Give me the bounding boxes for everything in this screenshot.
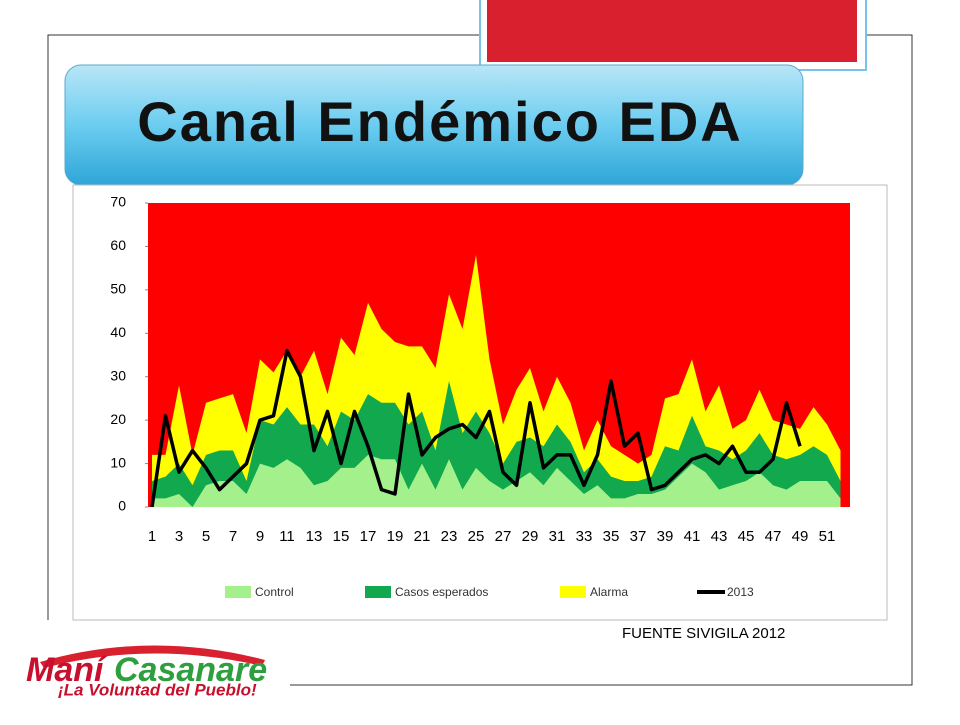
x-tick-label: 41 bbox=[684, 528, 701, 545]
x-tick-label: 3 bbox=[175, 528, 183, 545]
x-tick-label: 9 bbox=[256, 528, 264, 545]
legend-label: Control bbox=[255, 585, 294, 599]
y-tick-label: 10 bbox=[110, 454, 126, 470]
x-tick-label: 45 bbox=[738, 528, 755, 545]
legend-swatch bbox=[225, 586, 251, 598]
x-tick-label: 29 bbox=[522, 528, 539, 545]
y-tick-label: 60 bbox=[110, 237, 126, 253]
logo-name-green: Casanare bbox=[114, 651, 267, 689]
x-tick-label: 49 bbox=[792, 528, 809, 545]
y-tick-label: 20 bbox=[110, 411, 126, 427]
y-tick-label: 30 bbox=[110, 367, 126, 383]
x-tick-label: 47 bbox=[765, 528, 782, 545]
x-tick-label: 15 bbox=[333, 528, 350, 545]
x-tick-label: 37 bbox=[630, 528, 647, 545]
x-tick-label: 27 bbox=[495, 528, 512, 545]
slide-title: Canal Endémico EDA bbox=[137, 90, 742, 153]
x-tick-label: 17 bbox=[360, 528, 377, 545]
x-tick-label: 31 bbox=[549, 528, 566, 545]
logo-name-red: Maní bbox=[26, 651, 108, 689]
y-tick-label: 40 bbox=[110, 324, 126, 340]
x-tick-label: 1 bbox=[148, 528, 156, 545]
x-tick-label: 21 bbox=[414, 528, 431, 545]
y-tick-label: 70 bbox=[110, 194, 126, 210]
logo-slogan: ¡La Voluntad del Pueblo! bbox=[58, 680, 257, 699]
x-tick-label: 43 bbox=[711, 528, 728, 545]
area-series bbox=[152, 454, 841, 507]
x-tick-label: 11 bbox=[279, 528, 295, 545]
legend-swatch bbox=[365, 586, 391, 598]
legend-label: Casos esperados bbox=[395, 585, 488, 599]
x-tick-label: 25 bbox=[468, 528, 485, 545]
source: FUENTE SIVIGILA 2012 bbox=[622, 625, 785, 642]
logo-roof bbox=[40, 645, 265, 668]
y-tick-label: 50 bbox=[110, 281, 126, 297]
logo-bg bbox=[0, 620, 290, 720]
x-tick-label: 35 bbox=[603, 528, 620, 545]
x-tick-label: 23 bbox=[441, 528, 458, 545]
x-tick-label: 7 bbox=[229, 528, 237, 545]
legend-swatch bbox=[560, 586, 586, 598]
area-series bbox=[152, 381, 841, 507]
x-tick-label: 51 bbox=[819, 528, 836, 545]
x-tick-label: 39 bbox=[657, 528, 674, 545]
y-tick-label: 0 bbox=[118, 498, 126, 514]
legend-label: 2013 bbox=[727, 585, 754, 599]
x-tick-label: 5 bbox=[202, 528, 210, 545]
x-tick-label: 13 bbox=[306, 528, 323, 545]
line-series bbox=[150, 348, 802, 508]
corner-fill bbox=[487, 0, 857, 62]
legend-label: Alarma bbox=[590, 585, 628, 599]
x-tick-label: 19 bbox=[387, 528, 404, 545]
x-tick-label: 33 bbox=[576, 528, 593, 545]
